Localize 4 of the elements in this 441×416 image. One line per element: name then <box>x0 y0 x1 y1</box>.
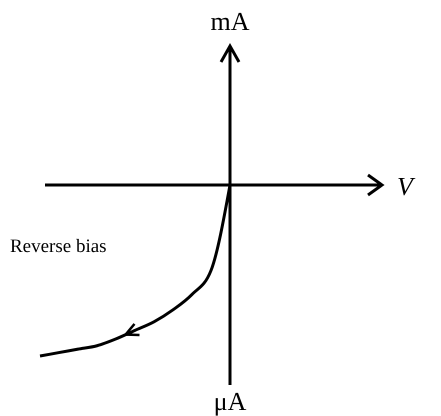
text: μA <box>214 387 247 416</box>
annotation: Reverse bias <box>10 236 107 257</box>
x-axis-title: V <box>397 172 416 201</box>
text: mA <box>210 7 250 36</box>
